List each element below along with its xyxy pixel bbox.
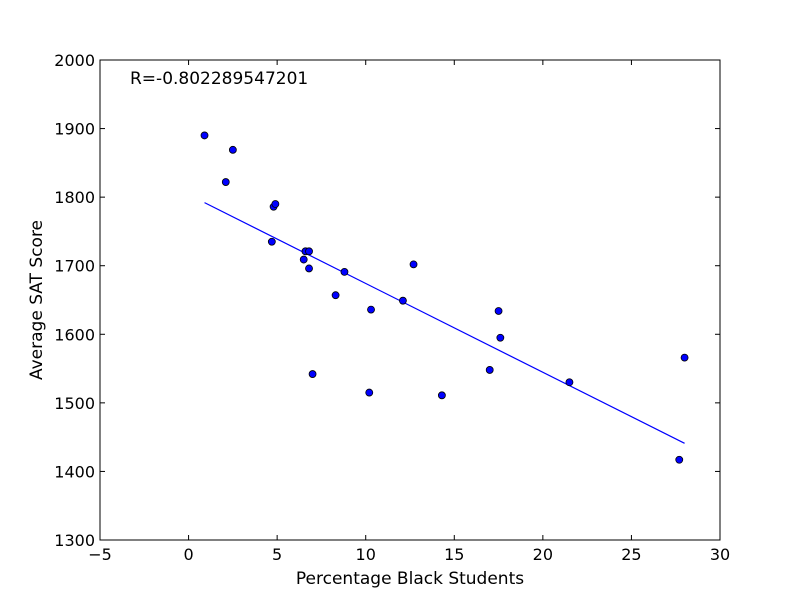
x-tick-label: 20 [533,545,553,564]
y-tick-label: 1800 [54,188,95,207]
y-tick-label: 1600 [54,325,95,344]
x-tick-label: 0 [183,545,193,564]
data-point [680,353,689,362]
data-point [228,145,237,154]
x-tick-label: 25 [621,545,641,564]
x-tick-label: 5 [272,545,282,564]
y-tick-label: 1500 [54,394,95,413]
y-tick-label: 1300 [54,531,95,550]
y-tick-label: 1700 [54,257,95,276]
data-point [399,296,407,305]
y-tick-label: 1900 [54,120,95,139]
data-point [305,247,313,256]
data-point [367,305,375,314]
data-point [496,333,505,342]
data-point [365,388,374,397]
data-point [221,178,230,186]
y-tick-label: 2000 [54,51,95,70]
data-point [485,366,494,374]
data-point [437,391,446,400]
data-point [308,370,317,378]
data-point [271,200,280,208]
data-point [267,237,276,246]
data-point [409,260,418,269]
data-point [200,131,209,140]
data-point [305,264,313,273]
x-tick-label: 30 [710,545,730,564]
data-point [494,307,503,315]
x-tick-label: −5 [88,545,112,564]
data-point [299,255,308,264]
correlation-annotation: R=-0.802289547201 [130,69,308,89]
x-tick-label: 15 [444,545,464,564]
x-tick-label: 10 [356,545,376,564]
data-point [675,455,684,464]
data-point [565,378,574,387]
y-tick-label: 1400 [54,462,95,481]
y-axis-label: Average SAT Score [27,220,47,380]
x-axis-label: Percentage Black Students [296,569,524,589]
plot-area-frame [99,59,721,541]
data-point [331,291,340,300]
data-point [340,267,349,276]
regression-line [204,202,685,444]
